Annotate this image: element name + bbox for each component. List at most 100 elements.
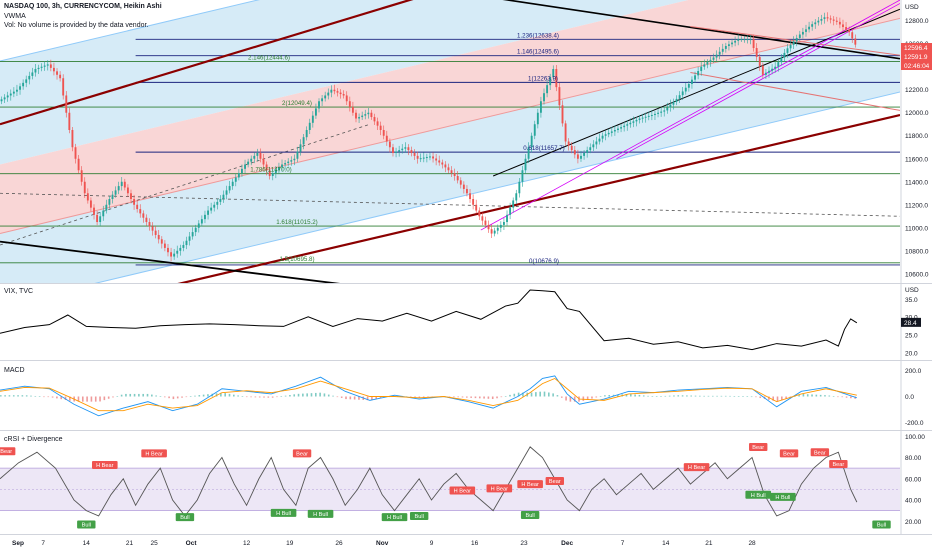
macd-histogram-bar	[414, 396, 416, 398]
macd-histogram-bar	[215, 393, 218, 397]
macd-histogram-bar	[724, 395, 727, 397]
macd-histogram-bar	[315, 392, 317, 397]
macd-histogram-bar	[263, 396, 265, 398]
candle-body	[592, 144, 595, 148]
macd-histogram-bar	[487, 396, 490, 399]
candle-body	[444, 164, 447, 168]
macd-signal-line	[0, 377, 857, 412]
candle-body	[851, 32, 854, 39]
macd-histogram-bar	[461, 396, 464, 398]
price-axis-tick: 10800.0	[905, 248, 929, 255]
candle-body	[697, 71, 700, 76]
macd-histogram-bar	[828, 395, 831, 397]
candle-body	[499, 224, 502, 228]
candle-body	[237, 173, 240, 178]
candle-body	[740, 39, 743, 41]
macd-histogram-bar	[280, 396, 283, 397]
macd-histogram-bar	[811, 394, 813, 397]
candle-body	[755, 48, 758, 57]
macd-histogram-bar	[630, 394, 632, 397]
candle-body	[108, 199, 111, 205]
candle-body	[305, 129, 308, 138]
macd-histogram-bar	[112, 396, 114, 398]
candle-body	[743, 39, 746, 41]
candle-body	[675, 98, 678, 102]
candle-body	[820, 18, 823, 21]
macd-histogram-bar	[504, 396, 507, 397]
macd-histogram-bar	[250, 396, 252, 398]
fib-level-label: 2(12049.4)	[282, 100, 312, 107]
candle-body	[416, 155, 419, 159]
macd-histogram-bar	[56, 396, 58, 399]
macd-histogram-bar	[617, 394, 619, 397]
candle-body	[93, 207, 95, 215]
macd-histogram-bar	[90, 396, 93, 402]
indicator-vwma-label[interactable]: VWMA	[4, 13, 26, 20]
divergence-label-box	[175, 513, 195, 522]
candle-body	[284, 163, 287, 165]
macd-histogram-bar	[306, 393, 308, 397]
macd-histogram-bar	[302, 393, 304, 397]
candle-body	[771, 68, 774, 71]
macd-histogram-bar	[379, 396, 382, 399]
time-axis-tick: 16	[471, 540, 479, 547]
macd-histogram-bar	[556, 395, 559, 397]
candle-body	[296, 151, 299, 159]
candle-body	[355, 112, 357, 119]
candle-body	[99, 216, 102, 223]
macd-histogram-bar	[582, 396, 585, 401]
macd-histogram-bar	[168, 396, 170, 399]
candle-body	[786, 48, 789, 53]
macd-histogram-bar	[530, 392, 533, 397]
macd-histogram-bar	[548, 392, 550, 397]
candle-body	[792, 41, 795, 45]
candle-body	[142, 213, 145, 218]
divergence-label-box	[517, 480, 543, 489]
candle-body	[277, 167, 280, 171]
symbol-title[interactable]: NASDAQ 100, 3h, CURRENCYCOM, Heikin Ashi	[4, 3, 162, 10]
macd-histogram-bar	[271, 396, 274, 398]
price-axis-tick: 11800.0	[905, 133, 928, 140]
candle-body	[314, 108, 317, 116]
candle-body	[293, 158, 296, 161]
candle-body	[395, 151, 398, 154]
candle-body	[105, 204, 108, 211]
candle-body	[173, 253, 176, 257]
candle-body	[712, 57, 715, 60]
candle-body	[478, 210, 481, 217]
macd-histogram-bar	[224, 393, 226, 397]
time-axis-tick: 23	[520, 540, 528, 547]
macd-histogram-bar	[664, 395, 667, 397]
macd-histogram-bar	[366, 396, 369, 401]
macd-histogram-bar	[793, 396, 796, 397]
macd-histogram-bar	[51, 396, 54, 398]
price-axis-tick: 11200.0	[905, 202, 928, 209]
candle-body	[37, 67, 40, 70]
candle-body	[385, 135, 388, 142]
candle-body	[623, 125, 626, 128]
macd-histogram-bar	[660, 396, 662, 397]
vix-axis-tick: 20.0	[905, 350, 918, 357]
candle-body	[456, 176, 459, 181]
candle-body	[706, 62, 709, 65]
candle-body	[392, 147, 394, 154]
candle-body	[663, 110, 666, 112]
macd-histogram-bar	[608, 394, 611, 397]
macd-histogram-bar	[686, 395, 688, 397]
macd-histogram-bar	[4, 395, 6, 397]
candle-body	[262, 158, 265, 165]
macd-histogram-bar	[677, 395, 680, 397]
divergence-label: H Bear	[491, 486, 509, 492]
candle-body	[826, 17, 829, 19]
candle-body	[854, 38, 857, 45]
macd-histogram-bar	[668, 395, 671, 397]
short-trendline-red	[690, 25, 900, 56]
candle-body	[404, 147, 407, 149]
candle-body	[410, 150, 413, 154]
divergence-label: Bull	[82, 523, 91, 529]
divergence-label: Bear	[783, 451, 795, 457]
macd-histogram-bar	[207, 394, 209, 397]
candle-body	[694, 75, 696, 80]
